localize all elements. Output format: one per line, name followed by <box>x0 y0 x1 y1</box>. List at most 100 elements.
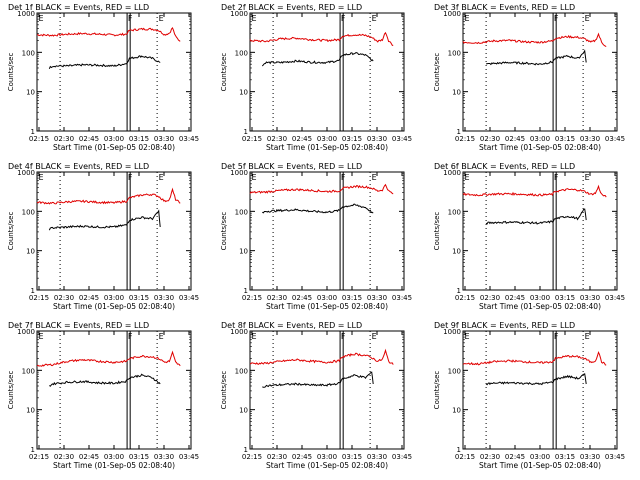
x-tick-label: 02:30 <box>480 453 500 461</box>
x-tick-label: 02:15 <box>29 294 49 302</box>
y-tick-label: 10 <box>452 407 461 415</box>
x-tick-label: 03:15 <box>555 135 575 143</box>
marker-letter: F <box>554 14 559 23</box>
x-tick-label: 03:30 <box>367 135 387 143</box>
y-tick-label: 1 <box>31 446 35 454</box>
marker-letter: E <box>465 14 470 23</box>
y-tick-label: 1 <box>244 128 248 136</box>
series-line-lld <box>249 348 394 365</box>
y-axis-label: Counts/sec <box>433 212 441 251</box>
y-tick-label: 1 <box>457 446 461 454</box>
x-tick-label: 02:15 <box>455 453 475 461</box>
x-tick-label: 03:45 <box>179 135 199 143</box>
y-axis-label: Counts/sec <box>220 371 228 410</box>
x-tick-label: 03:45 <box>605 135 625 143</box>
panel-9: Det 9f BLACK = Events, RED = LLD 1 10 100 10… <box>433 321 625 470</box>
series-line-lld <box>462 184 607 198</box>
x-axis-label: Start Time (01-Sep-05 02:08:40) <box>53 461 175 470</box>
y-tick-label: 10 <box>26 89 35 97</box>
x-tick-label: 03:30 <box>580 453 600 461</box>
marker-letter: E <box>159 332 164 341</box>
x-tick-label: 03:45 <box>392 453 412 461</box>
y-tick-label: 1000 <box>230 328 248 336</box>
series-line-lld <box>36 187 181 205</box>
series-line-events <box>485 373 587 386</box>
series-line-events <box>262 203 374 214</box>
x-axis-label: Start Time (01-Sep-05 02:08:40) <box>266 143 388 152</box>
panel-title: Det 3f BLACK = Events, RED = LLD <box>434 3 575 12</box>
marker-letter: E <box>372 332 377 341</box>
y-tick-label: 10 <box>239 89 248 97</box>
marker-letter: E <box>465 173 470 182</box>
x-tick-label: 03:00 <box>530 135 550 143</box>
x-tick-label: 02:45 <box>292 453 312 461</box>
x-tick-label: 02:45 <box>505 294 525 302</box>
y-tick-label: 1 <box>457 128 461 136</box>
x-tick-label: 02:15 <box>242 453 262 461</box>
x-tick-label: 03:00 <box>104 135 124 143</box>
y-tick-label: 1000 <box>443 328 461 336</box>
series-line-events <box>49 373 161 387</box>
y-tick-label: 100 <box>448 208 461 216</box>
x-tick-label: 02:15 <box>29 453 49 461</box>
panel-title: Det 9f BLACK = Events, RED = LLD <box>434 321 575 330</box>
panel-6: Det 6f BLACK = Events, RED = LLD 1 10 100 10… <box>433 162 625 311</box>
marker-letter: E <box>465 332 470 341</box>
x-tick-label: 03:30 <box>580 135 600 143</box>
x-tick-label: 03:45 <box>605 453 625 461</box>
y-axis-label: Counts/sec <box>220 212 228 251</box>
x-tick-label: 02:30 <box>54 294 74 302</box>
y-tick-label: 100 <box>448 49 461 57</box>
x-tick-label: 03:45 <box>179 294 199 302</box>
marker-letter: E <box>39 173 44 182</box>
x-tick-label: 02:15 <box>29 135 49 143</box>
x-axis-label: Start Time (01-Sep-05 02:08:40) <box>53 143 175 152</box>
x-tick-label: 02:30 <box>54 453 74 461</box>
panel-title: Det 4f BLACK = Events, RED = LLD <box>8 162 149 171</box>
x-axis-label: Start Time (01-Sep-05 02:08:40) <box>479 461 601 470</box>
x-axis-label: Start Time (01-Sep-05 02:08:40) <box>53 302 175 311</box>
y-tick-label: 100 <box>235 367 248 375</box>
y-tick-label: 10 <box>239 407 248 415</box>
x-tick-label: 02:45 <box>292 135 312 143</box>
y-axis-label: Counts/sec <box>7 53 15 92</box>
x-tick-label: 02:30 <box>480 135 500 143</box>
y-tick-label: 100 <box>22 49 35 57</box>
y-tick-label: 100 <box>22 367 35 375</box>
x-tick-label: 03:15 <box>555 453 575 461</box>
panel-4: Det 4f BLACK = Events, RED = LLD 1 10 100 10… <box>7 162 199 311</box>
panel-2: Det 2f BLACK = Events, RED = LLD 1 10 100 10… <box>220 3 412 152</box>
x-tick-label: 03:00 <box>317 294 337 302</box>
y-axis-label: Counts/sec <box>7 212 15 251</box>
x-tick-label: 02:45 <box>292 294 312 302</box>
y-tick-label: 1 <box>31 287 35 295</box>
series-line-events <box>48 55 161 70</box>
y-tick-label: 1 <box>244 287 248 295</box>
y-tick-label: 10 <box>239 248 248 256</box>
x-tick-label: 03:00 <box>317 453 337 461</box>
x-tick-label: 02:15 <box>242 135 262 143</box>
y-tick-label: 100 <box>448 367 461 375</box>
y-tick-label: 1000 <box>230 10 248 18</box>
x-axis-label: Start Time (01-Sep-05 02:08:40) <box>479 143 601 152</box>
x-tick-label: 02:30 <box>54 135 74 143</box>
x-tick-label: 03:30 <box>154 294 174 302</box>
marker-letter: F <box>554 173 559 182</box>
y-tick-label: 10 <box>26 407 35 415</box>
x-tick-label: 02:30 <box>267 294 287 302</box>
marker-letter: F <box>554 332 559 341</box>
marker-letter: F <box>341 14 346 23</box>
marker-letter: F <box>341 332 346 341</box>
series-line-lld <box>462 350 607 366</box>
x-tick-label: 02:45 <box>79 294 99 302</box>
marker-letter: F <box>128 173 133 182</box>
y-tick-label: 1000 <box>443 10 461 18</box>
y-tick-label: 1000 <box>443 169 461 177</box>
x-tick-label: 02:15 <box>242 294 262 302</box>
y-tick-label: 100 <box>22 208 35 216</box>
x-tick-label: 03:30 <box>154 135 174 143</box>
panel-title: Det 8f BLACK = Events, RED = LLD <box>221 321 362 330</box>
y-tick-label: 1 <box>457 287 461 295</box>
panel-1: Det 1f BLACK = Events, RED = LLD 1 10 100 10… <box>7 3 199 152</box>
